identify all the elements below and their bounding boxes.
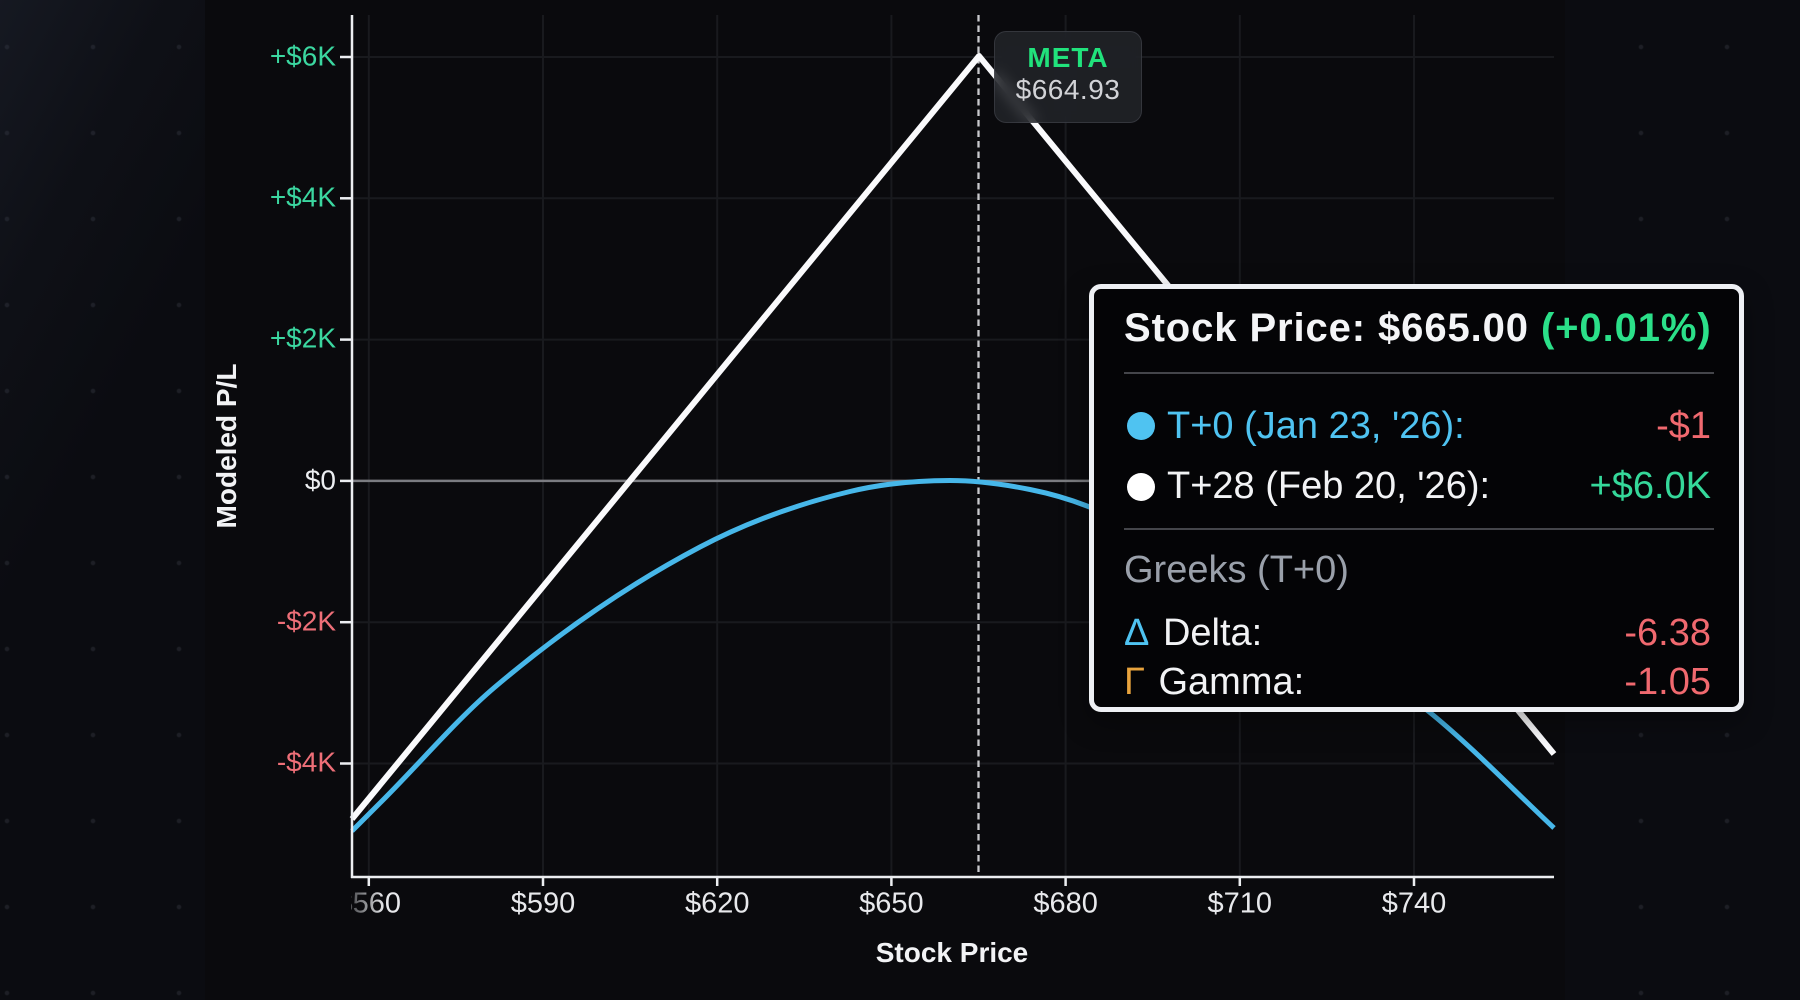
svg-text:-$4K: -$4K (277, 747, 336, 778)
svg-text:+$2K: +$2K (270, 323, 336, 354)
svg-text:-$2K: -$2K (277, 606, 336, 637)
svg-text:$740: $740 (1382, 888, 1447, 920)
svg-text:$560: $560 (337, 888, 402, 920)
svg-text:$590: $590 (511, 888, 576, 920)
svg-text:Modeled P/L: Modeled P/L (211, 364, 242, 529)
svg-text:$680: $680 (1033, 888, 1098, 920)
svg-text:$710: $710 (1208, 888, 1273, 920)
svg-text:$620: $620 (685, 888, 750, 920)
svg-text:$0: $0 (305, 465, 336, 496)
svg-text:Stock Price: Stock Price (876, 937, 1029, 968)
svg-text:+$6K: +$6K (270, 41, 336, 72)
svg-text:+$4K: +$4K (270, 182, 336, 213)
svg-text:$650: $650 (859, 888, 924, 920)
